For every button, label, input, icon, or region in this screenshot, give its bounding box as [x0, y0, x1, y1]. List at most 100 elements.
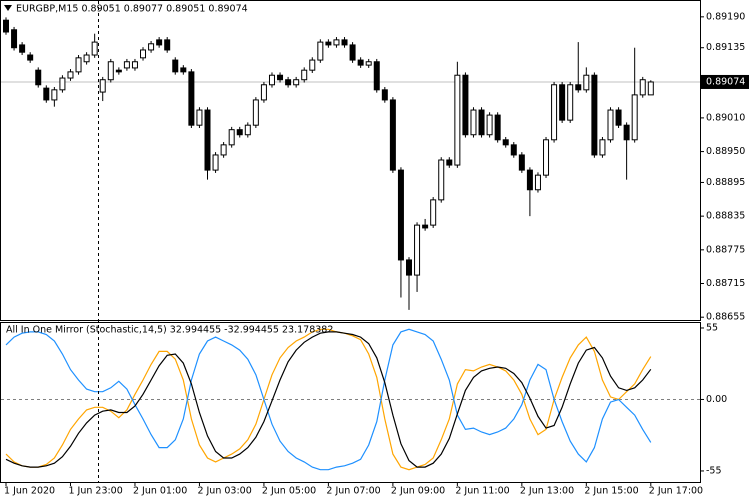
candle-body [212, 154, 219, 171]
x-tick-label: 2 Jun 13:00 [520, 486, 574, 497]
candle-body [244, 124, 251, 136]
candle-body [373, 61, 380, 91]
y-tick-label: 0.89010 [706, 112, 745, 123]
candle-body [389, 99, 396, 171]
candle-body [220, 144, 227, 156]
x-tick-label: 2 Jun 01:00 [133, 486, 187, 497]
candle-body [333, 39, 340, 46]
y-tick-label: -55 [706, 465, 722, 476]
candle-body [494, 114, 501, 141]
candle-body [349, 44, 356, 61]
symbol-icon [4, 5, 12, 11]
candle-body [631, 94, 638, 141]
candle-body [172, 59, 179, 73]
candle-body [647, 81, 654, 96]
candle-body [260, 84, 267, 101]
x-tick-label: 2 Jun 07:00 [326, 486, 380, 497]
indicator-line [5, 328, 652, 471]
x-tick-label: 2 Jun 03:00 [197, 486, 251, 497]
candle-body [301, 69, 308, 81]
y-tick-label: 0.88655 [706, 312, 745, 323]
candle-body [35, 69, 42, 86]
candle-body [607, 109, 614, 141]
plot-layer [1, 16, 704, 472]
y-tick-label: 0.89190 [706, 11, 745, 22]
x-tick-label: 2 Jun 15:00 [584, 486, 638, 497]
price-label: 0.89074 [706, 76, 745, 87]
candle-body [51, 89, 58, 101]
candle-body [27, 54, 34, 61]
candle-body [551, 84, 558, 141]
candle-body [140, 49, 147, 59]
indicator-line [5, 331, 652, 468]
candle-body [75, 57, 82, 73]
candle-body [639, 79, 646, 96]
candle-body [422, 224, 429, 229]
candle-body [293, 79, 300, 86]
candle-body [446, 159, 453, 166]
candle-body [67, 71, 74, 79]
y-tick-label: 0.89135 [706, 42, 745, 53]
y-tick-label: 0.88895 [706, 177, 745, 188]
candle-body [83, 54, 90, 63]
candle-body [131, 61, 138, 69]
candle-body [309, 59, 316, 71]
candle-body [430, 199, 437, 226]
candle-body [43, 87, 50, 101]
candle-body [454, 74, 461, 166]
candle-body [615, 109, 622, 126]
candle-body [414, 224, 421, 276]
y-tick-label: 0.88950 [706, 146, 745, 157]
y-tick-label: 0.88835 [706, 211, 745, 222]
candle-body [148, 43, 155, 51]
candle-body [188, 71, 195, 126]
indicator-line [5, 328, 652, 471]
candle-body [365, 61, 372, 66]
candle-body [543, 139, 550, 176]
candle-body [397, 169, 404, 261]
candle-body [478, 109, 485, 136]
x-tick-label: 2 Jun 17:00 [649, 486, 703, 497]
candle-body [462, 74, 469, 136]
candle-body [180, 67, 187, 73]
x-tick-label: 1 Jun 23:00 [68, 486, 122, 497]
candle-body [470, 109, 477, 136]
candle-body [156, 39, 163, 46]
candle-body [599, 139, 606, 156]
candle-body [236, 129, 243, 136]
candle-body [486, 114, 493, 136]
candle-body [107, 61, 114, 81]
candle-body [228, 129, 235, 146]
candle-body [11, 29, 18, 49]
candle-body [252, 99, 259, 126]
candle-body [518, 154, 525, 171]
x-tick-label: 1 Jun 2020 [4, 486, 55, 497]
x-tick-label: 2 Jun 11:00 [455, 486, 509, 497]
y-tick-label: 0.88775 [706, 244, 745, 255]
candle-body [204, 109, 211, 171]
price-panel-frame [0, 0, 701, 321]
candle-body [591, 74, 598, 156]
candle-body [115, 69, 122, 73]
x-tick-label: 2 Jun 05:00 [262, 486, 316, 497]
candle-body [438, 159, 445, 201]
candle-body [623, 124, 630, 141]
candle-body [510, 144, 517, 156]
candle-body [196, 109, 203, 126]
candle-body [534, 174, 541, 191]
candle-body [583, 74, 590, 91]
candle-body [406, 259, 412, 276]
candle-body [575, 84, 582, 91]
candle-body [99, 79, 106, 93]
candle-body [341, 39, 348, 46]
candle-body [123, 61, 130, 69]
candle-body [325, 41, 332, 46]
candle-body [268, 74, 275, 86]
candle-body [357, 59, 364, 66]
indicator-title: All In One Mirror (Stochastic,14,5) 32.9… [6, 325, 333, 336]
candle-body [277, 74, 284, 81]
candle-body [285, 79, 292, 86]
candle-body [91, 41, 98, 56]
